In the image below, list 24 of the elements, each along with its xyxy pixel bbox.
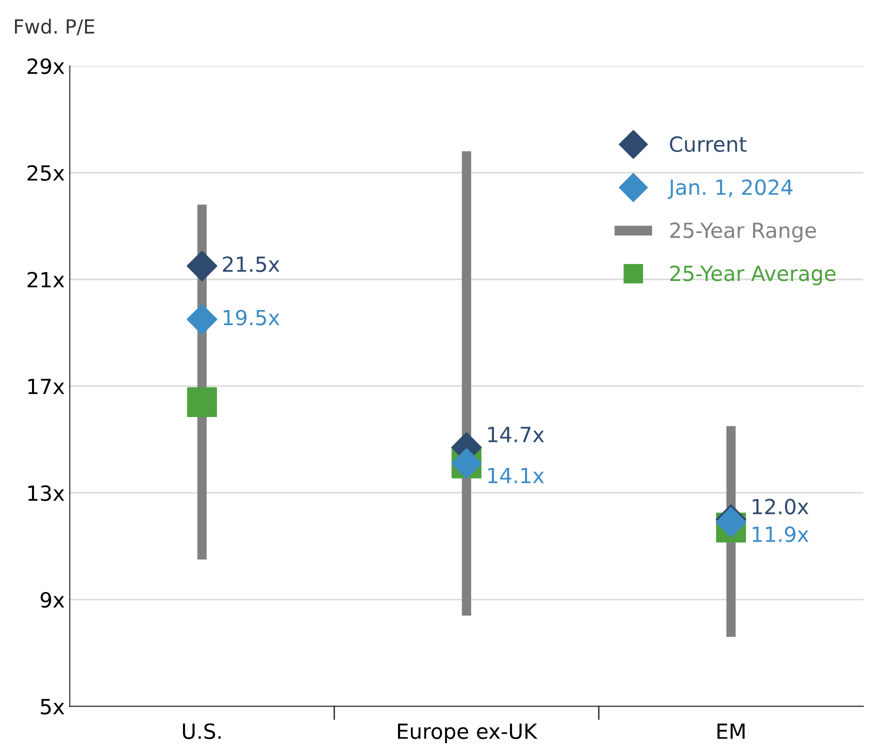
y-tick-label: 29x — [28, 58, 64, 74]
data-label: 12.0x — [752, 498, 809, 514]
x-tick-label: Europe ex-UK — [398, 724, 538, 744]
data-label: 11.9x — [752, 526, 809, 542]
y-tick-label: 5x — [40, 699, 64, 715]
data-label: 21.5x — [222, 256, 280, 272]
point — [186, 250, 218, 282]
legend-label: 25-Year Average — [670, 266, 836, 286]
y-tick-label: 25x — [28, 165, 64, 181]
y-tick-label: 17x — [28, 378, 64, 394]
data-label: 19.5x — [224, 310, 280, 326]
y-tick-label: 21x — [28, 272, 64, 288]
x-tick-label: EM — [718, 724, 745, 739]
data-label: 14.7x — [488, 426, 544, 442]
y-tick-label: 13x — [28, 485, 64, 502]
legend-label: 25-Year Range — [670, 222, 816, 242]
y-axis-title: Fwd. P/E — [14, 18, 94, 36]
data-label: 14.1x — [488, 468, 544, 484]
y-tick-label: 9x — [40, 592, 64, 608]
point — [186, 304, 218, 335]
x-tick-label: U.S. — [182, 723, 221, 740]
legend-label: Jan. 1, 2024 — [668, 179, 792, 199]
point — [187, 387, 217, 418]
legend-label: Current — [670, 136, 746, 152]
